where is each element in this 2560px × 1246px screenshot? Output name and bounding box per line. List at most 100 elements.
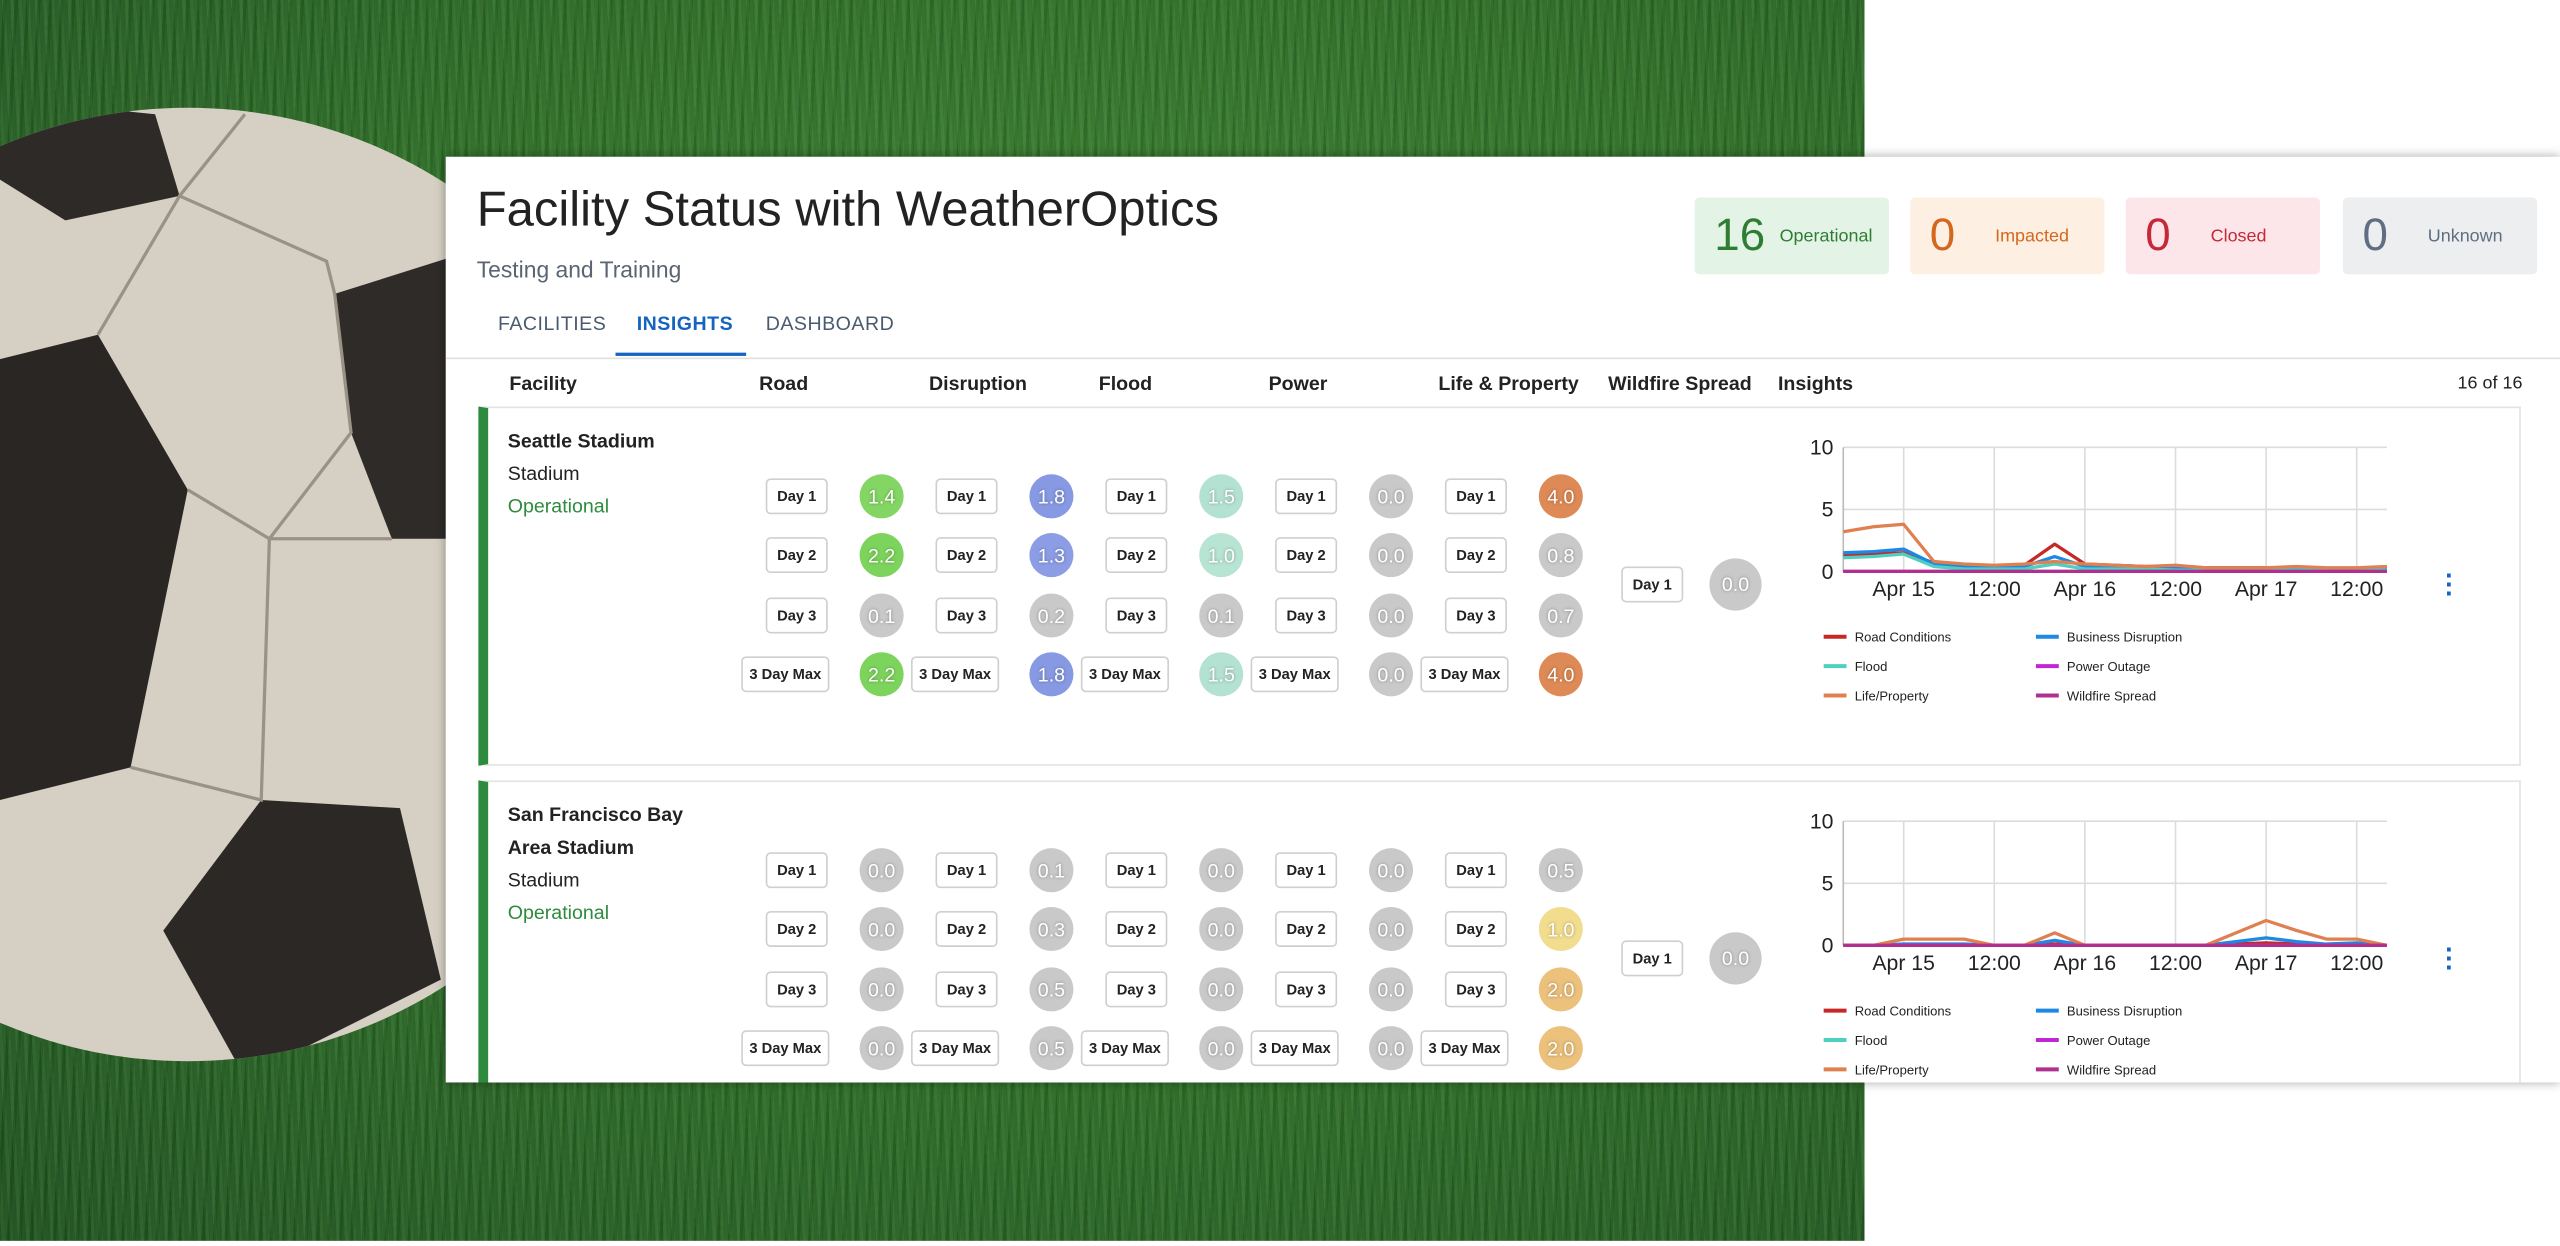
day-button[interactable]: 3 Day Max bbox=[911, 1030, 1000, 1067]
day-button[interactable]: Day 3 bbox=[1275, 597, 1338, 634]
day-button[interactable]: Day 2 bbox=[1444, 911, 1507, 947]
score-badge: 1.5 bbox=[1199, 652, 1244, 697]
x-tick-label: Apr 16 bbox=[2054, 578, 2117, 601]
day-button[interactable]: Day 3 bbox=[935, 971, 998, 1008]
day-button[interactable]: 3 Day Max bbox=[1080, 1030, 1169, 1067]
facility-card: San Francisco Bay Area Stadium Stadium Ope… bbox=[478, 780, 2521, 1083]
score-badge: 0.5 bbox=[1029, 1026, 1074, 1071]
day-button[interactable]: 3 Day Max bbox=[741, 1030, 830, 1067]
status-card[interactable]: 0 Unknown bbox=[2342, 197, 2538, 275]
day-button[interactable]: Day 1 bbox=[765, 852, 828, 889]
status-count: 0 bbox=[2145, 208, 2171, 260]
status-count: 0 bbox=[1929, 208, 1956, 260]
score-badge: 1.0 bbox=[1538, 906, 1583, 952]
day-button[interactable]: 3 Day Max bbox=[1080, 656, 1169, 693]
day-button[interactable]: Day 3 bbox=[1105, 597, 1168, 634]
day-button[interactable]: Day 1 bbox=[935, 852, 998, 889]
x-tick-label: Apr 15 bbox=[1872, 578, 1935, 601]
day-button[interactable]: 3 Day Max bbox=[1420, 656, 1509, 693]
score-badge: 0.0 bbox=[1199, 848, 1244, 893]
status-label: Unknown bbox=[2427, 226, 2503, 247]
legend-label: Life/Property bbox=[1855, 688, 1929, 703]
day-button[interactable]: Day 3 bbox=[1444, 597, 1507, 634]
score-badge: 0.1 bbox=[1029, 848, 1074, 893]
more-menu[interactable]: ⋮ bbox=[2435, 571, 2463, 600]
score-badge: 0.0 bbox=[859, 1026, 904, 1071]
day-button[interactable]: Day 1 bbox=[1275, 478, 1338, 515]
column-header: Wildfire Spread bbox=[1608, 372, 1752, 396]
more-menu[interactable]: ⋮ bbox=[2435, 945, 2463, 974]
facility-type: Stadium bbox=[507, 462, 580, 485]
column-header: Flood bbox=[1098, 372, 1153, 396]
day-button[interactable]: 3 Day Max bbox=[1420, 1030, 1509, 1067]
day-button[interactable]: 3 Day Max bbox=[1250, 1030, 1339, 1067]
score-badge: 0.8 bbox=[1538, 533, 1583, 578]
status-label: Operational bbox=[1779, 226, 1873, 247]
score-badge: 0.3 bbox=[1029, 906, 1074, 952]
day-button[interactable]: Day 1 bbox=[1621, 566, 1684, 603]
score-badge: 1.8 bbox=[1029, 652, 1074, 697]
score-badge: 1.0 bbox=[1199, 533, 1244, 578]
day-button[interactable]: 3 Day Max bbox=[741, 656, 830, 693]
day-button[interactable]: Day 2 bbox=[765, 537, 828, 574]
x-tick-label: Apr 17 bbox=[2235, 952, 2298, 975]
insights-chart: 0 5 10 Apr 15 12:00 Apr 16 12:00 Apr 17 12:00 Roa… bbox=[1810, 811, 2388, 1077]
day-button[interactable]: Day 1 bbox=[1105, 478, 1168, 515]
day-button[interactable]: Day 1 bbox=[765, 478, 828, 515]
day-button[interactable]: Day 2 bbox=[765, 911, 828, 947]
x-tick-label: Apr 17 bbox=[2235, 578, 2298, 601]
tab[interactable]: INSIGHTS bbox=[636, 311, 734, 335]
day-button[interactable]: Day 2 bbox=[1444, 537, 1507, 574]
day-button[interactable]: Day 3 bbox=[1105, 971, 1168, 1008]
facility-type: Stadium bbox=[507, 868, 580, 892]
day-button[interactable]: Day 2 bbox=[1275, 911, 1338, 947]
score-badge: 0.1 bbox=[859, 593, 904, 638]
day-button[interactable]: Day 1 bbox=[1444, 478, 1507, 515]
day-button[interactable]: Day 2 bbox=[1105, 537, 1168, 574]
score-badge: 0.5 bbox=[1538, 848, 1583, 893]
app-panel: Facility Status with WeatherOptics Testin… bbox=[445, 156, 2560, 1083]
facility-card: Seattle Stadium Stadium Operational Day 1 1.… bbox=[478, 406, 2521, 766]
day-button[interactable]: Day 2 bbox=[1275, 537, 1338, 574]
day-button[interactable]: Day 3 bbox=[765, 971, 828, 1008]
day-button[interactable]: Day 1 bbox=[1275, 852, 1338, 889]
day-button[interactable]: 3 Day Max bbox=[1250, 656, 1339, 693]
tab-indicator bbox=[615, 352, 747, 356]
y-tick-label: 10 bbox=[1810, 811, 1834, 834]
day-button[interactable]: Day 1 bbox=[1105, 852, 1168, 889]
facility-info: San Francisco Bay Area Stadium Stadium Ope… bbox=[508, 798, 720, 929]
score-badge: 0.0 bbox=[1199, 906, 1244, 952]
day-button[interactable]: Day 3 bbox=[1444, 971, 1507, 1008]
day-button[interactable]: Day 2 bbox=[1105, 911, 1168, 947]
day-button[interactable]: 3 Day Max bbox=[911, 656, 1000, 693]
y-tick-label: 0 bbox=[1822, 561, 1834, 584]
legend-label: Road Conditions bbox=[1855, 630, 1952, 645]
x-tick-label: 12:00 bbox=[2330, 952, 2383, 975]
tab[interactable]: FACILITIES bbox=[497, 311, 607, 335]
score-badge: 0.0 bbox=[1709, 932, 1762, 985]
status-card[interactable]: 0 Closed bbox=[2125, 197, 2320, 275]
status-card[interactable]: 16 Operational bbox=[1694, 197, 1889, 275]
facility-name: San Francisco Bay Area Stadium bbox=[507, 803, 684, 859]
day-button[interactable]: Day 1 bbox=[1621, 940, 1684, 977]
status-label: Impacted bbox=[1995, 226, 2069, 247]
page-title: Facility Status with WeatherOptics bbox=[476, 182, 1219, 237]
score-badge: 0.7 bbox=[1538, 593, 1583, 638]
day-button[interactable]: Day 1 bbox=[1444, 852, 1507, 889]
day-button[interactable]: Day 2 bbox=[935, 537, 998, 574]
day-button[interactable]: Day 2 bbox=[935, 911, 998, 947]
facility-status: Operational bbox=[507, 901, 610, 925]
status-card[interactable]: 0 Impacted bbox=[1910, 197, 2105, 275]
legend-label: Wildfire Spread bbox=[2067, 688, 2156, 703]
day-button[interactable]: Day 3 bbox=[935, 597, 998, 634]
insights-chart: 0 5 10 Apr 15 12:00 Apr 16 12:00 Apr 17 12:00 Roa… bbox=[1810, 437, 2388, 703]
day-button[interactable]: Day 1 bbox=[935, 478, 998, 515]
score-badge: 0.2 bbox=[1029, 593, 1074, 638]
day-button[interactable]: Day 3 bbox=[765, 597, 828, 634]
column-header: Disruption bbox=[928, 372, 1027, 396]
column-header: Life & Property bbox=[1438, 372, 1579, 396]
day-button[interactable]: Day 3 bbox=[1275, 971, 1338, 1008]
score-badge: 0.0 bbox=[1368, 1026, 1414, 1071]
tab[interactable]: DASHBOARD bbox=[765, 311, 895, 335]
